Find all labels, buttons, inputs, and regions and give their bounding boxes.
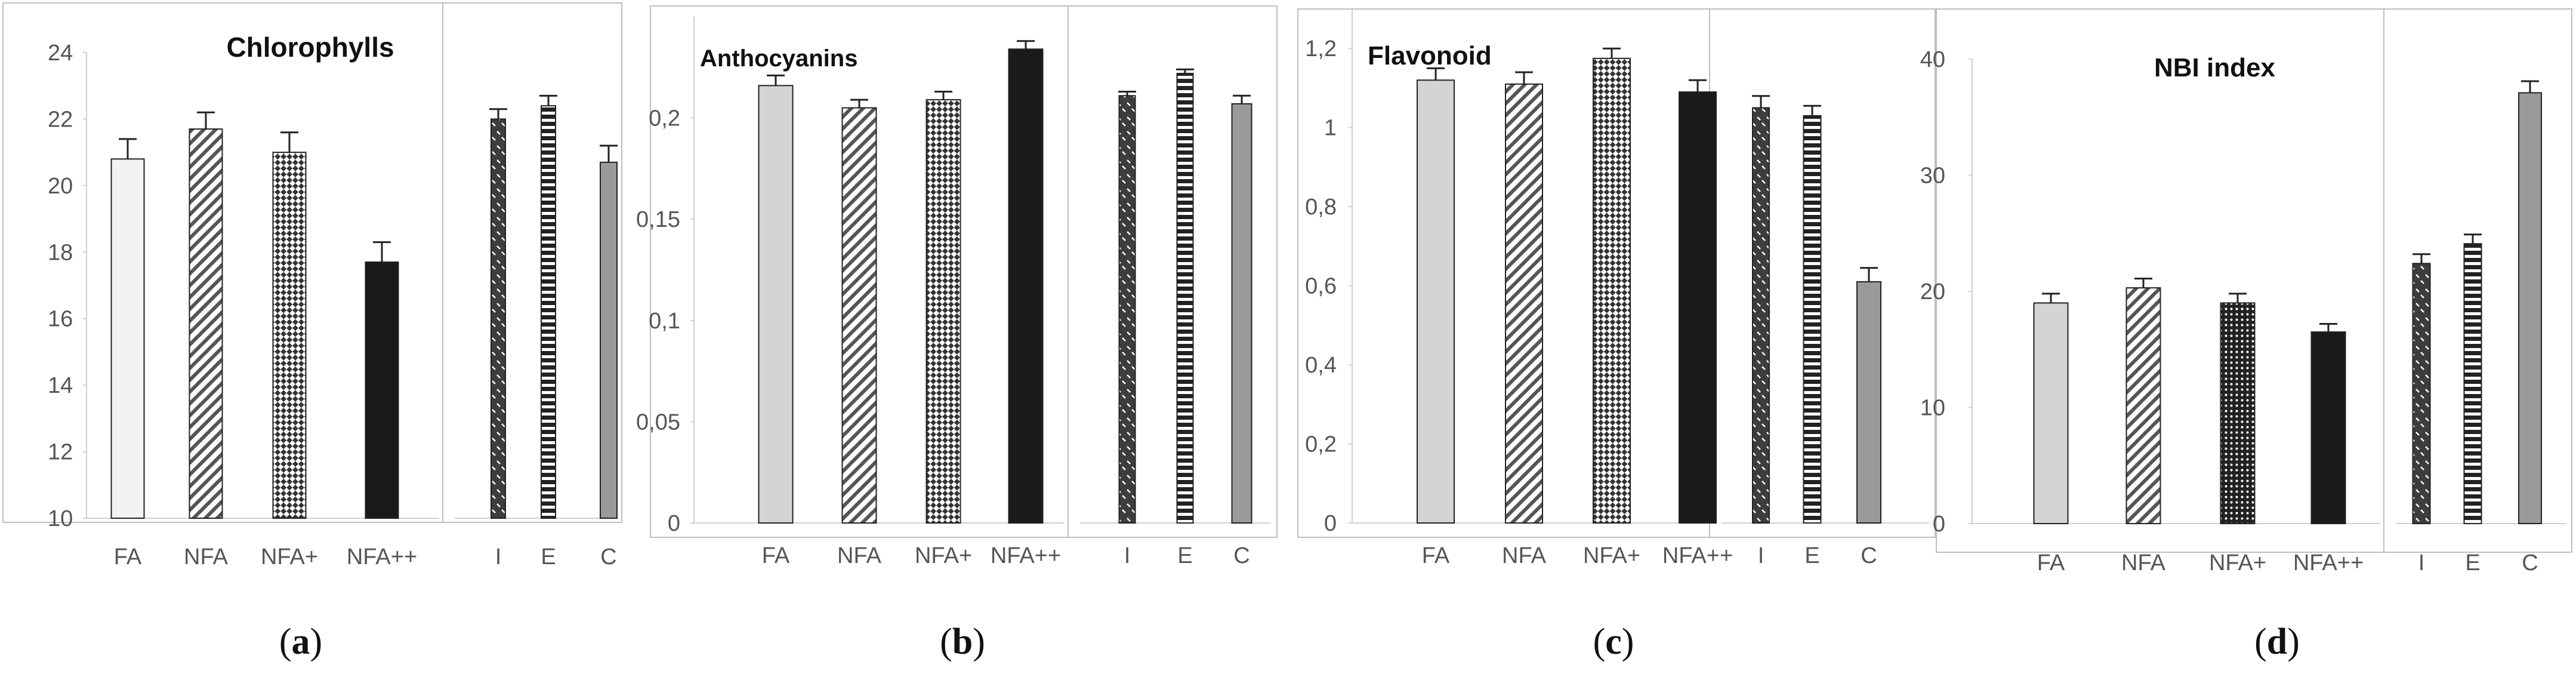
x-tick-label: NFA++: [1662, 543, 1733, 568]
bar-e: [2463, 243, 2482, 524]
y-tick-label: 10: [1920, 396, 1945, 421]
y-tick-label: 0: [1324, 511, 1337, 536]
y-tick-label: 0,05: [636, 410, 680, 435]
x-tick-label: E: [1177, 543, 1192, 568]
x-tick-label: FA: [762, 543, 790, 568]
x-tick-label: I: [2418, 550, 2425, 576]
x-tick-label: NFA: [1502, 543, 1547, 568]
chart-panel-2: 0 0,05 0,1 0,15 0,2 Anthocyanins FA NFA NFA+ NFA+…: [636, 5, 1278, 568]
x-tick-label: C: [2522, 550, 2538, 576]
bar-i: [2412, 263, 2431, 524]
x-tick-label: NFA++: [991, 543, 1061, 568]
bar-nfaplusplus: [1679, 91, 1717, 524]
x-tick-label: E: [1804, 543, 1819, 568]
y-tick-label: 1: [1324, 116, 1337, 141]
x-tick-label: NFA: [184, 544, 229, 570]
bar-e: [1176, 72, 1194, 524]
bar-nfaplus: [925, 99, 961, 524]
bar-fa: [758, 85, 794, 524]
panel-frame: [1936, 8, 2572, 553]
bar-fa: [110, 158, 145, 519]
y-tick-label: 0: [1933, 512, 1945, 537]
chart-title: Anthocyanins: [700, 45, 857, 72]
x-tick-label: E: [2465, 550, 2480, 576]
y-tick-label: 30: [1920, 164, 1945, 189]
panel-frame: [1297, 8, 1936, 538]
chart-panel-4: 0 10 20 30 40 NBI index FA NFA NFA+ NFA++ I E C: [1920, 8, 2572, 576]
caption-a: (a): [279, 621, 323, 662]
y-tick-label: 14: [48, 373, 73, 398]
bar-i: [490, 118, 506, 519]
bar-c: [600, 161, 618, 519]
bar-c: [1856, 281, 1881, 524]
x-tick-label: NFA++: [347, 544, 417, 570]
bar-nfa: [189, 128, 223, 519]
bar-fa: [2033, 302, 2069, 524]
bar-nfa: [1505, 83, 1543, 524]
panel-frame: [650, 5, 1278, 538]
panel-frame: [2, 2, 622, 523]
y-tick-label: 0,2: [649, 106, 680, 131]
chart-panel-1: 10 12 14 16 18 20 22 24 Chlorophylls FA NFA NFA+ NFA…: [2, 2, 622, 570]
y-tick-label: 16: [48, 307, 73, 332]
bar-c: [2518, 92, 2542, 524]
bar-nfaplusplus: [365, 261, 399, 519]
x-tick-label: E: [541, 544, 556, 570]
y-tick-label: 0,4: [1305, 353, 1337, 378]
x-tick-label: C: [1861, 543, 1877, 568]
y-tick-label: 24: [48, 41, 73, 66]
caption-b: (b): [940, 621, 985, 662]
y-tick-label: 0,15: [636, 207, 680, 232]
y-tick-label: 22: [48, 107, 73, 132]
x-tick-label: FA: [114, 544, 142, 570]
bar-e: [541, 105, 556, 519]
x-tick-label: NFA: [2121, 550, 2166, 576]
bar-i: [1118, 95, 1136, 524]
y-tick-label: 0,1: [649, 309, 680, 334]
bar-nfaplus: [2220, 302, 2256, 524]
y-tick-label: 10: [48, 506, 73, 531]
x-tick-label: NFA+: [2209, 550, 2266, 576]
chart-title: NBI index: [2154, 53, 2275, 82]
bar-nfaplus: [1593, 57, 1631, 524]
y-tick-label: 1,2: [1305, 36, 1337, 61]
y-tick-label: 0,8: [1305, 195, 1337, 220]
bar-i: [1752, 107, 1770, 524]
bar-fa: [1417, 79, 1455, 524]
y-tick-label: 0,6: [1305, 274, 1337, 299]
bar-c: [1231, 103, 1252, 524]
y-tick-label: 12: [48, 440, 73, 465]
y-tick-label: 20: [1920, 279, 1945, 304]
bar-nfaplusplus: [2310, 331, 2346, 524]
y-tick-label: 0,2: [1305, 432, 1337, 457]
x-tick-label: NFA+: [915, 543, 972, 568]
x-tick-label: I: [1758, 543, 1764, 568]
x-tick-label: C: [1233, 543, 1250, 568]
bar-nfa: [2125, 287, 2161, 524]
x-tick-label: C: [600, 544, 616, 570]
x-tick-label: I: [1124, 543, 1131, 568]
y-tick-label: 0: [668, 511, 680, 536]
bar-e: [1803, 115, 1822, 524]
x-tick-label: NFA: [837, 543, 882, 568]
y-tick-label: 40: [1920, 47, 1945, 72]
chart-panel-3: 0 0,2 0,4 0,6 0,8 1 1,2 Flavonoid FA NFA NFA+ NFA++…: [1297, 8, 1936, 568]
x-tick-label: NFA+: [261, 544, 318, 570]
y-tick-label: 18: [48, 240, 73, 265]
caption-c: (c): [1593, 621, 1634, 662]
x-tick-label: I: [495, 544, 502, 570]
x-tick-label: FA: [2037, 550, 2065, 576]
bar-nfa: [841, 107, 877, 524]
caption-d: (d): [2254, 621, 2300, 662]
bar-nfaplus: [272, 152, 307, 519]
x-tick-label: NFA++: [2293, 550, 2364, 576]
bar-nfaplusplus: [1008, 48, 1044, 524]
x-tick-label: FA: [1422, 543, 1450, 568]
x-tick-label: NFA+: [1583, 543, 1640, 568]
y-tick-label: 20: [48, 174, 73, 199]
chart-title: Flavonoid: [1368, 41, 1492, 70]
chart-title: Chlorophylls: [226, 32, 394, 63]
